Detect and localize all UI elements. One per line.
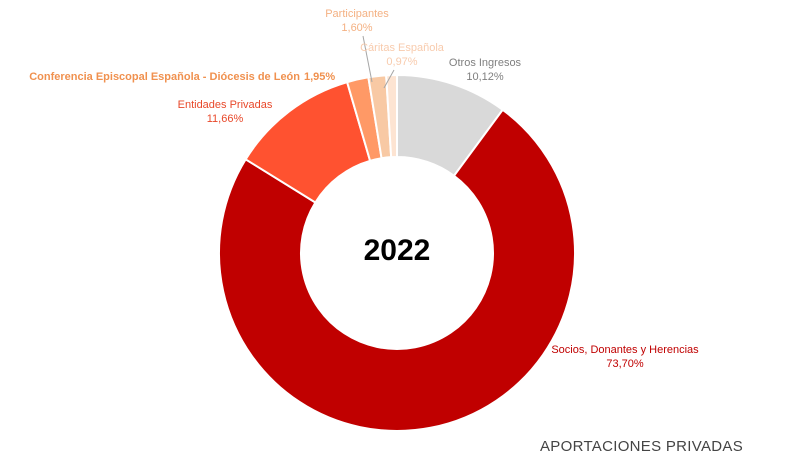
center-year-label: 2022	[364, 234, 431, 267]
label-name-participantes: Participantes	[325, 8, 389, 20]
leader-line-caritas-espanola	[383, 69, 395, 89]
leader-line-participantes	[362, 35, 373, 83]
chart-caption: APORTACIONES PRIVADAS	[540, 438, 744, 455]
label-value-participantes: 1,60%	[341, 22, 372, 34]
label-value-conferencia-episcopal-espanola-diocesis-de-leon: 1,95%	[304, 71, 335, 83]
label-value-otros-ingresos: 10,12%	[466, 71, 504, 83]
label-name-caritas-espanola: Cáritas Española	[360, 42, 445, 54]
leader-lines	[362, 35, 395, 89]
slice-labels: Otros Ingresos 10,12% Socios, Donantes y H…	[29, 8, 699, 370]
label-value-entidades-privadas: 11,66%	[207, 113, 244, 125]
label-name-entidades-privadas: Entidades Privadas	[178, 99, 273, 111]
donut-slices	[218, 73, 576, 432]
slice-caritas-espanola	[385, 73, 398, 159]
label-name-conferencia-episcopal-espanola-diocesis-de-leon: Conferencia Episcopal Española - Diócesi…	[29, 71, 300, 83]
slice-socios-donantes-y-herencias	[218, 108, 576, 432]
label-name-socios-donantes-y-herencias: Socios, Donantes y Herencias	[551, 344, 699, 356]
label-name-otros-ingresos: Otros Ingresos	[449, 57, 522, 69]
label-value-socios-donantes-y-herencias: 73,70%	[606, 358, 644, 370]
label-value-caritas-espanola: 0,97%	[386, 56, 417, 68]
